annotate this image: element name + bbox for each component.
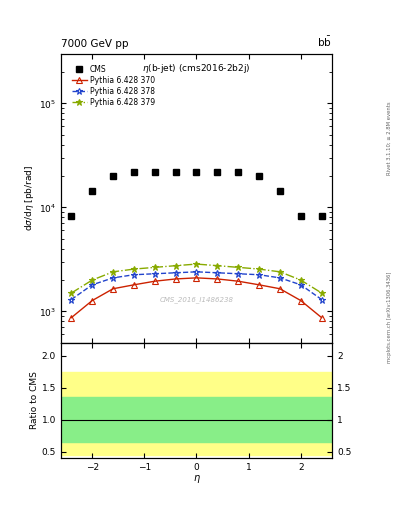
Text: 7000 GeV pp: 7000 GeV pp bbox=[61, 38, 129, 49]
Pythia 6.428 379 bbox=[69, 290, 74, 296]
Pythia 6.428 370 bbox=[90, 297, 95, 304]
Pythia 6.428 379 bbox=[194, 261, 199, 267]
CMS bbox=[319, 214, 324, 220]
Pythia 6.428 370 bbox=[173, 276, 178, 282]
Pythia 6.428 370 bbox=[277, 286, 282, 292]
CMS bbox=[173, 168, 178, 175]
Pythia 6.428 370 bbox=[257, 282, 261, 288]
Pythia 6.428 370 bbox=[319, 314, 324, 321]
Pythia 6.428 370 bbox=[194, 275, 199, 281]
Pythia 6.428 378 bbox=[236, 271, 241, 277]
Text: b$\bar{\mathrm{b}}$: b$\bar{\mathrm{b}}$ bbox=[318, 34, 332, 49]
Pythia 6.428 378 bbox=[132, 272, 136, 278]
Pythia 6.428 378 bbox=[277, 275, 282, 281]
Pythia 6.428 370 bbox=[152, 278, 157, 284]
Pythia 6.428 370 bbox=[298, 297, 303, 304]
Pythia 6.428 379 bbox=[319, 290, 324, 296]
Text: mcplots.cern.ch [arXiv:1306.3436]: mcplots.cern.ch [arXiv:1306.3436] bbox=[387, 272, 392, 363]
X-axis label: $\eta$: $\eta$ bbox=[193, 474, 200, 485]
Pythia 6.428 378 bbox=[194, 269, 199, 275]
CMS bbox=[132, 168, 136, 175]
Y-axis label: Ratio to CMS: Ratio to CMS bbox=[30, 372, 39, 430]
CMS bbox=[257, 173, 261, 179]
CMS bbox=[298, 214, 303, 220]
CMS bbox=[277, 187, 282, 194]
Legend: CMS, Pythia 6.428 370, Pythia 6.428 378, Pythia 6.428 379: CMS, Pythia 6.428 370, Pythia 6.428 378,… bbox=[70, 63, 157, 108]
CMS bbox=[152, 168, 157, 175]
Pythia 6.428 378 bbox=[319, 296, 324, 303]
Pythia 6.428 378 bbox=[69, 296, 74, 303]
Pythia 6.428 379 bbox=[152, 264, 157, 270]
Pythia 6.428 370 bbox=[132, 282, 136, 288]
Text: $\eta$(b-jet) (cms2016-2b2j): $\eta$(b-jet) (cms2016-2b2j) bbox=[142, 62, 251, 75]
Pythia 6.428 379 bbox=[111, 269, 116, 275]
CMS bbox=[215, 168, 220, 175]
Pythia 6.428 378 bbox=[257, 272, 261, 278]
Text: CMS_2016_I1486238: CMS_2016_I1486238 bbox=[160, 296, 233, 303]
Line: Pythia 6.428 379: Pythia 6.428 379 bbox=[68, 261, 325, 296]
Pythia 6.428 379 bbox=[277, 269, 282, 275]
Text: Rivet 3.1.10; ≥ 2.8M events: Rivet 3.1.10; ≥ 2.8M events bbox=[387, 101, 392, 175]
Line: CMS: CMS bbox=[68, 168, 325, 220]
CMS bbox=[111, 173, 116, 179]
CMS bbox=[236, 168, 241, 175]
Pythia 6.428 379 bbox=[173, 263, 178, 269]
Pythia 6.428 379 bbox=[90, 277, 95, 283]
Pythia 6.428 370 bbox=[69, 314, 74, 321]
Pythia 6.428 378 bbox=[152, 271, 157, 277]
Pythia 6.428 379 bbox=[298, 277, 303, 283]
Pythia 6.428 378 bbox=[215, 270, 220, 276]
Pythia 6.428 370 bbox=[215, 276, 220, 282]
Pythia 6.428 378 bbox=[90, 282, 95, 288]
CMS bbox=[69, 214, 74, 220]
Pythia 6.428 379 bbox=[236, 264, 241, 270]
Pythia 6.428 378 bbox=[173, 270, 178, 276]
Line: Pythia 6.428 378: Pythia 6.428 378 bbox=[68, 268, 325, 303]
CMS bbox=[194, 168, 199, 175]
CMS bbox=[90, 187, 95, 194]
Pythia 6.428 379 bbox=[132, 266, 136, 272]
Y-axis label: d$\sigma$/d$\eta$ [pb/rad]: d$\sigma$/d$\eta$ [pb/rad] bbox=[23, 165, 36, 231]
Pythia 6.428 379 bbox=[215, 263, 220, 269]
Pythia 6.428 379 bbox=[257, 266, 261, 272]
Pythia 6.428 370 bbox=[111, 286, 116, 292]
Pythia 6.428 378 bbox=[298, 282, 303, 288]
Pythia 6.428 370 bbox=[236, 278, 241, 284]
Line: Pythia 6.428 370: Pythia 6.428 370 bbox=[68, 275, 325, 321]
Pythia 6.428 378 bbox=[111, 275, 116, 281]
